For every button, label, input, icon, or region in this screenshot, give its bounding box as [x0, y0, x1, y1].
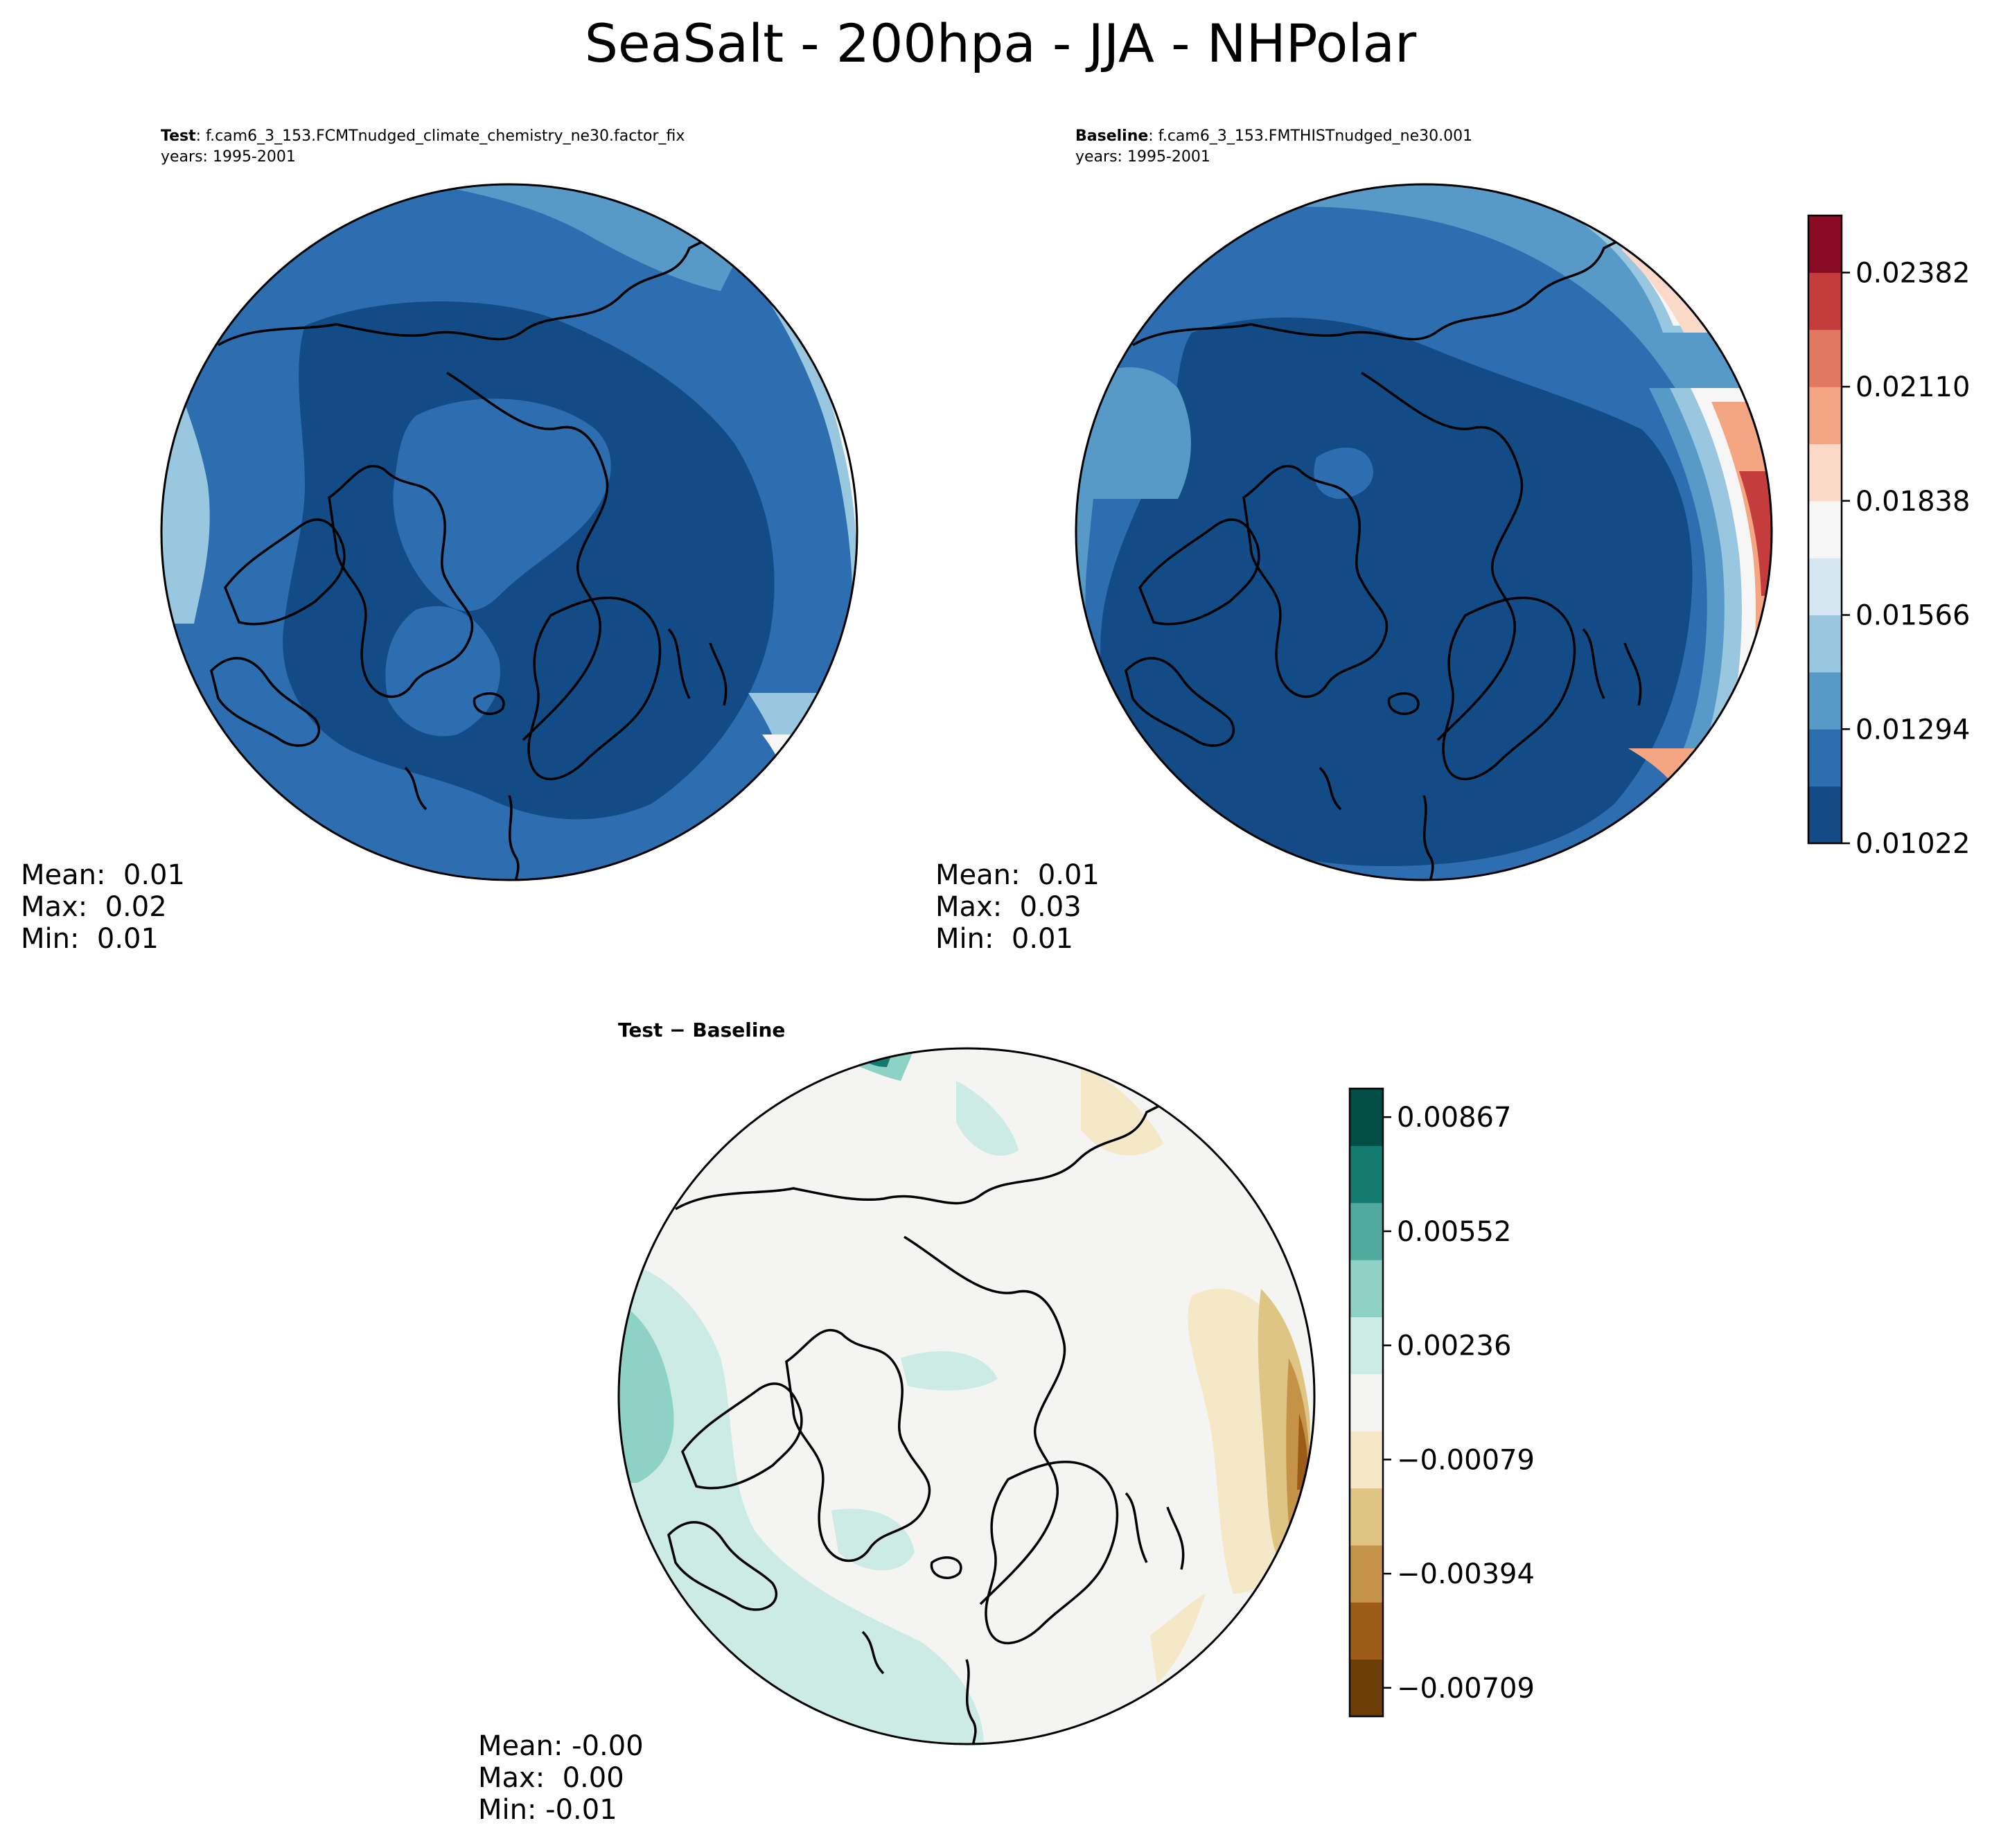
main-colorbar-band-6 [1808, 443, 1842, 502]
main-colorbar-band-0 [1808, 786, 1842, 844]
diff-colorbar-tick-label-5: 0.00867 [1397, 1102, 1511, 1134]
test-case-name: : f.cam6_3_153.FCMTnudged_climate_chemis… [195, 127, 685, 145]
diff-colorbar-frame [1348, 1087, 1384, 1718]
baseline-map-boundary [1075, 183, 1773, 881]
diff-colorbar-band-7 [1350, 1260, 1383, 1317]
main-colorbar-tick-label-0: 0.01022 [1855, 828, 1970, 860]
main-colorbar-band-9 [1808, 272, 1842, 331]
figure-title: SeaSalt - 200hpa - JJA - NHPolar [584, 12, 1417, 74]
diff-colorbar-band-8 [1350, 1202, 1383, 1260]
diff-colorbar-tick-label-4: 0.00552 [1397, 1216, 1511, 1248]
main-colorbar-tick-label-4: 0.02110 [1855, 371, 1970, 403]
baseline-panel-title: Baseline: f.cam6_3_153.FMTHISTnudged_ne3… [1075, 126, 1472, 168]
main-colorbar-tick-label-2: 0.01566 [1855, 600, 1970, 632]
test-map-boundary [160, 183, 858, 881]
baseline-min: Min: 0.01 [935, 923, 1073, 955]
diff-colorbar-band-4 [1350, 1431, 1383, 1489]
diff-map-boundary [617, 1047, 1316, 1745]
main-colorbar-band-1 [1808, 729, 1842, 787]
main-colorbar-frame [1807, 214, 1843, 845]
baseline-case-name: : f.cam6_3_153.FMTHISTnudged_ne30.001 [1148, 127, 1473, 145]
diff-min: Min: -0.01 [478, 1794, 617, 1826]
baseline-label: Baseline [1075, 127, 1149, 145]
diff-colorbar-band-2 [1350, 1545, 1383, 1603]
diff-mean: Mean: -0.00 [478, 1730, 644, 1762]
baseline-stats: Mean: 0.01 Max: 0.03 Min: 0.01 [935, 859, 1100, 955]
main-colorbar-band-8 [1808, 329, 1842, 387]
diff-colorbar-tick-label-3: 0.00236 [1397, 1330, 1511, 1362]
diff-colorbar-band-6 [1350, 1317, 1383, 1375]
diff-colorbar-band-0 [1350, 1659, 1383, 1717]
diff-colorbar-band-9 [1350, 1145, 1383, 1204]
baseline-map [1075, 183, 1773, 881]
test-panel-title: Test: f.cam6_3_153.FCMTnudged_climate_ch… [161, 126, 685, 168]
test-label: Test [161, 127, 196, 145]
test-years: years: 1995-2001 [161, 148, 296, 166]
diff-panel-title: Test − Baseline [618, 1019, 786, 1041]
diff-colorbar-tick-label-1: −0.00394 [1397, 1558, 1535, 1590]
main-colorbar-tick-label-1: 0.01294 [1855, 714, 1970, 746]
main-colorbar-band-10 [1808, 215, 1842, 273]
diff-colorbar-tick-label-0: −0.00709 [1397, 1673, 1535, 1705]
test-max: Max: 0.02 [21, 891, 167, 923]
main-colorbar-band-3 [1808, 615, 1842, 673]
baseline-mean: Mean: 0.01 [935, 859, 1100, 891]
diff-max: Max: 0.00 [478, 1762, 624, 1794]
diff-colorbar-tick-label-2: −0.00079 [1397, 1444, 1535, 1476]
baseline-max: Max: 0.03 [935, 891, 1082, 923]
main-colorbar-band-5 [1808, 500, 1842, 558]
main-colorbar-band-7 [1808, 387, 1842, 444]
diff-stats: Mean: -0.00 Max: 0.00 Min: -0.01 [478, 1730, 644, 1826]
diff-colorbar: −0.00709 −0.00394 −0.00079 0.00236 0.00552 0.… [1348, 1087, 1535, 1718]
test-map [160, 183, 858, 881]
test-min: Min: 0.01 [21, 923, 159, 955]
diff-colorbar-band-1 [1350, 1602, 1383, 1660]
diff-colorbar-band-3 [1350, 1488, 1383, 1546]
main-colorbar-band-4 [1808, 558, 1842, 616]
main-colorbar-tick-label-3: 0.01838 [1855, 486, 1970, 518]
main-colorbar-tick-label-5: 0.02382 [1855, 257, 1970, 289]
diff-colorbar-band-5 [1350, 1373, 1383, 1432]
test-stats: Mean: 0.01 Max: 0.02 Min: 0.01 [21, 859, 185, 955]
diff-colorbar-band-10 [1350, 1089, 1383, 1146]
diff-map [617, 1047, 1316, 1745]
baseline-years: years: 1995-2001 [1075, 148, 1210, 166]
test-mean: Mean: 0.01 [21, 859, 185, 891]
main-colorbar: 0.01022 0.01294 0.01566 0.01838 0.02110 0.023… [1807, 214, 1970, 860]
main-colorbar-band-2 [1808, 671, 1842, 730]
